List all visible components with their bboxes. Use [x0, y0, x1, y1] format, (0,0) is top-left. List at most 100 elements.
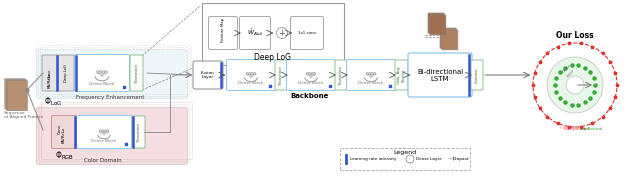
Circle shape	[99, 130, 102, 132]
Bar	[4, 78, 24, 108]
FancyBboxPatch shape	[36, 107, 188, 164]
FancyBboxPatch shape	[77, 115, 131, 149]
Bar	[6, 79, 26, 109]
Bar	[442, 30, 458, 50]
Circle shape	[105, 71, 108, 73]
Circle shape	[306, 73, 308, 75]
Text: Glob. Avg
Pooling: Glob. Avg Pooling	[397, 66, 406, 84]
Text: Deep LoG: Deep LoG	[64, 64, 68, 82]
FancyBboxPatch shape	[132, 116, 145, 148]
Circle shape	[369, 73, 371, 75]
Text: Deep LoG: Deep LoG	[255, 53, 291, 62]
FancyBboxPatch shape	[227, 60, 275, 90]
FancyBboxPatch shape	[58, 55, 74, 91]
Text: Fusion
Layer: Fusion Layer	[201, 71, 215, 79]
FancyBboxPatch shape	[239, 16, 271, 50]
FancyBboxPatch shape	[51, 115, 77, 149]
FancyBboxPatch shape	[287, 60, 335, 90]
Bar	[428, 13, 444, 33]
FancyBboxPatch shape	[395, 60, 408, 90]
Bar	[440, 28, 456, 48]
Text: $\bar{W}_{A_{LoG}}$: $\bar{W}_{A_{LoG}}$	[246, 28, 264, 38]
Circle shape	[406, 155, 414, 163]
Text: * Manipulated: * Manipulated	[560, 127, 589, 131]
Circle shape	[246, 73, 248, 75]
Text: Feature Map: Feature Map	[221, 18, 225, 42]
Text: Learning rate intensity: Learning rate intensity	[350, 157, 397, 161]
FancyBboxPatch shape	[346, 60, 396, 90]
FancyBboxPatch shape	[291, 16, 323, 50]
Text: Color Domain: Color Domain	[84, 158, 122, 163]
Text: $\Phi_{\rm LoG}$: $\Phi_{\rm LoG}$	[44, 95, 62, 107]
Text: Contrast: Contrast	[475, 67, 479, 83]
Text: Dense Layer: Dense Layer	[416, 157, 442, 161]
Text: Conv.: Conv.	[48, 68, 52, 78]
Text: Dense Block: Dense Block	[358, 80, 383, 85]
Text: Dense Block: Dense Block	[90, 82, 115, 85]
Circle shape	[253, 73, 256, 75]
Text: Dense: Dense	[562, 63, 572, 74]
Circle shape	[371, 73, 373, 75]
Circle shape	[547, 57, 603, 113]
Text: Frequency Enhancement: Frequency Enhancement	[76, 95, 144, 100]
Text: ◆ Natural: ◆ Natural	[583, 127, 602, 131]
Circle shape	[102, 130, 104, 132]
Circle shape	[97, 71, 99, 73]
Text: Backbone: Backbone	[291, 93, 329, 99]
FancyBboxPatch shape	[193, 61, 223, 89]
Circle shape	[314, 73, 316, 75]
FancyBboxPatch shape	[471, 60, 483, 90]
Text: Dropout: Dropout	[453, 157, 470, 161]
Bar	[6, 80, 26, 110]
FancyBboxPatch shape	[275, 60, 287, 90]
Bar	[428, 13, 444, 33]
Circle shape	[99, 71, 102, 73]
FancyBboxPatch shape	[408, 53, 472, 97]
Text: Our Loss: Our Loss	[556, 31, 594, 40]
Text: BN/ReLu: BN/ReLu	[48, 72, 52, 88]
Text: Sequence: Sequence	[4, 111, 26, 115]
Circle shape	[566, 76, 584, 94]
Text: Dense Block: Dense Block	[238, 80, 264, 85]
Bar	[441, 29, 457, 49]
Bar	[429, 14, 445, 34]
Bar	[440, 28, 456, 48]
Bar	[340, 148, 470, 170]
Text: Legend: Legend	[394, 150, 417, 155]
FancyBboxPatch shape	[74, 55, 129, 92]
Circle shape	[106, 130, 109, 132]
Text: $\Phi_{\rm RGB}$: $\Phi_{\rm RGB}$	[55, 150, 74, 162]
Bar	[7, 80, 27, 110]
Bar	[430, 15, 446, 35]
Text: Dense Block: Dense Block	[298, 80, 324, 85]
Text: Bi-directional
LSTM: Bi-directional LSTM	[417, 68, 463, 82]
Circle shape	[311, 73, 314, 75]
Text: Dense Block: Dense Block	[92, 139, 116, 142]
Text: Transition: Transition	[279, 65, 283, 85]
FancyBboxPatch shape	[209, 16, 237, 50]
Text: Transition: Transition	[134, 63, 138, 83]
Circle shape	[102, 71, 105, 73]
Text: Layer: Layer	[566, 68, 576, 78]
Text: ⊣: ⊣	[447, 156, 453, 162]
Bar	[202, 3, 344, 65]
Circle shape	[104, 130, 106, 132]
Text: Transition: Transition	[339, 65, 343, 85]
Text: of Aligned Frames: of Aligned Frames	[4, 115, 44, 119]
Text: Transition: Transition	[136, 122, 141, 142]
Text: BN/ReLu: BN/ReLu	[62, 127, 66, 143]
FancyBboxPatch shape	[42, 55, 58, 91]
FancyBboxPatch shape	[335, 60, 347, 90]
Text: 1x1 conv: 1x1 conv	[298, 31, 316, 35]
FancyBboxPatch shape	[36, 50, 188, 98]
Circle shape	[276, 28, 287, 38]
Circle shape	[308, 73, 311, 75]
Circle shape	[248, 73, 251, 75]
Bar	[5, 79, 25, 109]
FancyBboxPatch shape	[130, 55, 143, 91]
Text: +: +	[278, 28, 285, 38]
Circle shape	[251, 73, 253, 75]
Text: Conv.: Conv.	[58, 124, 62, 134]
Circle shape	[374, 73, 376, 75]
Circle shape	[366, 73, 369, 75]
